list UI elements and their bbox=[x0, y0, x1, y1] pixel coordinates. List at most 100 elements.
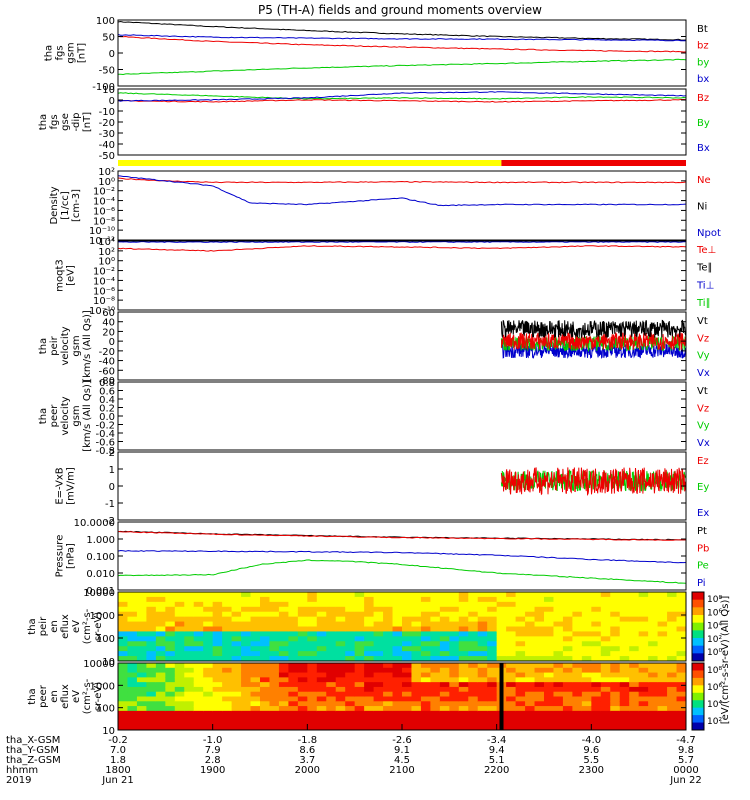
spectrogram-cell bbox=[468, 616, 479, 623]
spectrogram-cell bbox=[458, 621, 469, 628]
spectrogram-cell bbox=[619, 606, 630, 613]
spectrogram-cell bbox=[354, 651, 365, 657]
spectrogram-cell bbox=[288, 596, 299, 603]
spectrogram-cell bbox=[297, 631, 308, 637]
spectrogram-cell bbox=[515, 641, 526, 647]
spectrogram-cell bbox=[184, 592, 195, 598]
spectrogram-cell bbox=[373, 663, 384, 669]
panel-data bbox=[118, 592, 686, 661]
spectrogram-cell bbox=[231, 701, 242, 707]
spectrogram-cell bbox=[383, 611, 394, 618]
spectrogram-cell bbox=[562, 616, 573, 623]
spectrogram-cell bbox=[307, 706, 318, 712]
spectrogram-cell bbox=[534, 651, 545, 657]
spectrogram-cell bbox=[354, 691, 365, 698]
spectrogram-cell bbox=[638, 651, 649, 657]
spectrogram-cell bbox=[534, 720, 545, 726]
spectrogram-cell bbox=[610, 715, 621, 722]
bottom-row-value: -3.4 bbox=[487, 735, 507, 746]
spectrogram-cell bbox=[203, 696, 214, 702]
spectrogram-cell bbox=[676, 701, 686, 707]
spectrogram-cell bbox=[629, 696, 640, 702]
spectrogram-cell bbox=[430, 682, 441, 688]
spectrogram-cell bbox=[562, 710, 573, 717]
spectrogram-cell bbox=[449, 710, 460, 717]
spectrogram-cell bbox=[591, 596, 602, 603]
spectrogram-cell bbox=[648, 636, 659, 642]
y-axis-label: [mV/m] bbox=[66, 467, 77, 505]
spectrogram-cell bbox=[600, 667, 611, 674]
spectrogram-cell bbox=[383, 641, 394, 647]
spectrogram-cell bbox=[373, 706, 384, 712]
spectrogram-cell bbox=[354, 696, 365, 702]
spectrogram-cell bbox=[562, 621, 573, 628]
spectrogram-cell bbox=[260, 710, 271, 717]
spectrogram-cell bbox=[600, 631, 611, 637]
spectrogram-cell bbox=[591, 682, 602, 688]
spectrogram-cell bbox=[392, 611, 403, 618]
y-tick-label: 0.8 bbox=[99, 378, 115, 389]
spectrogram-cell bbox=[392, 636, 403, 642]
spectrogram-cell bbox=[316, 611, 327, 618]
spectrogram-cell bbox=[174, 621, 185, 628]
spectrogram-cell bbox=[260, 667, 271, 674]
spectrogram-cell bbox=[572, 626, 583, 633]
spectrogram-cell bbox=[458, 672, 469, 678]
spectrogram-cell bbox=[203, 601, 214, 608]
spectrogram-cell bbox=[629, 636, 640, 642]
spectrogram-cell bbox=[515, 706, 526, 712]
spectrogram-cell bbox=[326, 672, 337, 678]
spectrogram-cell bbox=[487, 663, 498, 669]
spectrogram-cell bbox=[392, 696, 403, 702]
spectrogram-cell bbox=[676, 656, 686, 661]
spectrogram-cell bbox=[648, 720, 659, 726]
spectrogram-cell bbox=[439, 641, 450, 647]
spectrogram-cell bbox=[676, 672, 686, 678]
spectrogram-cell bbox=[136, 626, 147, 633]
spectrogram-cell bbox=[364, 710, 375, 717]
spectrogram-cell bbox=[676, 621, 686, 628]
spectrogram-cell bbox=[458, 691, 469, 698]
spectrogram-cell bbox=[572, 606, 583, 613]
spectrogram-cell bbox=[544, 656, 555, 661]
spectrogram-cell bbox=[297, 606, 308, 613]
spectrogram-cell bbox=[316, 710, 327, 717]
spectrogram-cell bbox=[676, 596, 686, 603]
y-tick-label: -60 bbox=[99, 366, 115, 377]
spectrogram-cell bbox=[420, 592, 431, 598]
spectrogram-cell bbox=[193, 651, 204, 657]
spectrogram-cell bbox=[430, 621, 441, 628]
spectrogram-cell bbox=[562, 596, 573, 603]
spectrogram-cell bbox=[402, 656, 413, 661]
spectrogram-cell bbox=[136, 611, 147, 618]
spectrogram-cell bbox=[449, 720, 460, 726]
spectrogram-cell bbox=[373, 696, 384, 702]
spectrogram-cell bbox=[667, 616, 678, 623]
series-line-bz bbox=[118, 35, 686, 53]
spectrogram-cell bbox=[193, 682, 204, 688]
spectrogram-cell bbox=[553, 636, 564, 642]
spectrogram-cell bbox=[411, 656, 422, 661]
spectrogram-cell bbox=[354, 710, 365, 717]
spectrogram-cell bbox=[364, 672, 375, 678]
spectrogram-cell bbox=[534, 691, 545, 698]
spectrogram-cell bbox=[288, 663, 299, 669]
spectrogram-cell bbox=[278, 691, 289, 698]
spectrogram-cell bbox=[638, 720, 649, 726]
spectrogram-cell bbox=[402, 636, 413, 642]
spectrogram-cell bbox=[544, 672, 555, 678]
spectrogram-cell bbox=[316, 706, 327, 712]
y-tick-label: 10⁻¹⁰ bbox=[89, 306, 115, 317]
spectrogram-cell bbox=[657, 710, 668, 717]
spectrogram-cell bbox=[184, 691, 195, 698]
spectrogram-cell bbox=[383, 667, 394, 674]
spectrogram-cell bbox=[449, 641, 460, 647]
spectrogram-cell bbox=[155, 656, 166, 661]
spectrogram-cell bbox=[222, 701, 233, 707]
spectrogram-cell bbox=[477, 672, 488, 678]
spectrogram-cell bbox=[629, 686, 640, 693]
spectrogram-cell bbox=[572, 696, 583, 702]
spectrogram-cell bbox=[667, 710, 678, 717]
